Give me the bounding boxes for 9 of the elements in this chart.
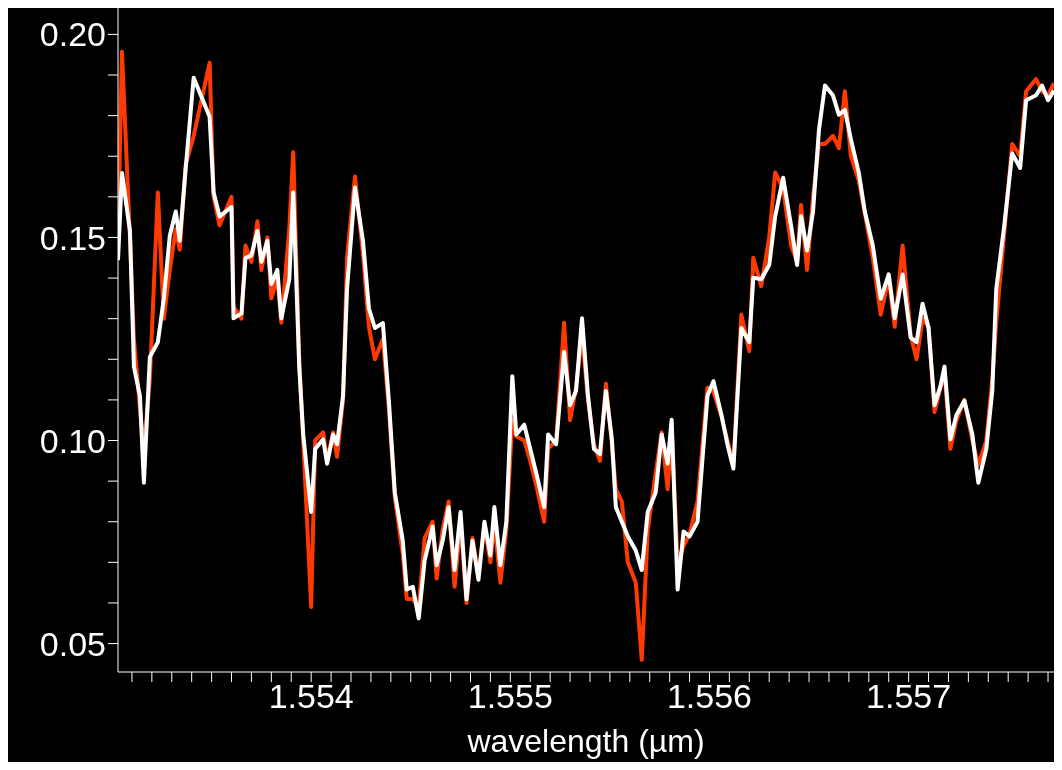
- y-tick-label: 0.15: [39, 218, 106, 257]
- y-tick-label: 0.20: [39, 15, 106, 54]
- x-tick-label: 1.556: [666, 677, 753, 716]
- x-tick-label: 1.557: [866, 677, 952, 716]
- y-tick-label: 0.05: [39, 624, 106, 663]
- x-tick-label: 1.554: [268, 677, 354, 716]
- x-tick-label: 1.555: [467, 677, 553, 716]
- x-axis-title: wavelength (µm): [466, 723, 705, 759]
- y-tick-label: 0.10: [39, 421, 106, 460]
